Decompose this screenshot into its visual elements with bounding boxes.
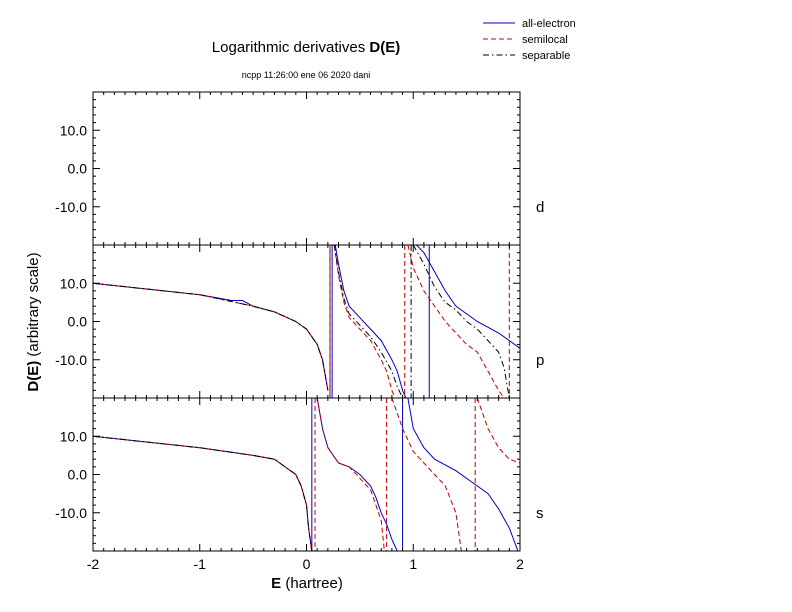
- xtick-label-3: 1: [409, 556, 417, 572]
- chart-title-text: Logarithmic derivatives: [212, 39, 370, 56]
- ytick-label-d-0: 10.0: [60, 122, 87, 138]
- series-s-all-electron-seg1: [316, 398, 398, 551]
- chart-subtitle: ncpp 11:26:00 ene 06 2020 dani: [242, 70, 370, 80]
- legend: all-electron semilocal separable: [483, 18, 576, 62]
- panel-s: 10.0 0.0 -10.0 s: [55, 397, 544, 552]
- x-axis-label-bold: E: [271, 575, 281, 592]
- series-p-semilocal-seg0: [93, 282, 329, 391]
- series-s-separable-seg0: [93, 435, 313, 551]
- ytick-label-p-1: 0.0: [68, 314, 88, 330]
- series-p-separable-seg0: [93, 282, 329, 391]
- chart-title-bold: D(E): [369, 39, 400, 56]
- ytick-label-s-2: -10.0: [55, 505, 87, 521]
- series-s-semilocal-seg3: [476, 398, 520, 464]
- panel-p-frame: [92, 244, 521, 399]
- x-axis-label: E (hartree): [271, 575, 343, 592]
- y-axis-label-rest: (arbitrary scale): [25, 252, 42, 360]
- panel-d: 10.0 0.0 -10.0 d: [55, 91, 544, 246]
- ytick-label-s-1: 0.0: [68, 467, 88, 483]
- ytick-label-s-0: 10.0: [60, 428, 87, 444]
- series-p-all-electron-seg2: [416, 245, 520, 349]
- series-p-semilocal-seg2: [407, 245, 505, 398]
- series-p-all-electron-seg0: [93, 282, 329, 391]
- series-s-semilocal-seg2: [391, 398, 462, 551]
- xtick-label-0: -2: [87, 556, 100, 572]
- y-axis-label-bold: D(E): [25, 361, 42, 392]
- series-s-all-electron-seg0: [93, 435, 313, 551]
- xtick-label-4: 2: [516, 556, 524, 572]
- panel-p: 10.0 0.0 -10.0 p: [55, 244, 544, 399]
- panel-s-data: [93, 398, 520, 551]
- series-s-semilocal-seg0: [93, 435, 313, 551]
- chart-title: Logarithmic derivatives D(E): [212, 39, 400, 56]
- ytick-label-p-2: -10.0: [55, 352, 87, 368]
- legend-label-separable: separable: [522, 50, 570, 62]
- series-s-all-electron-seg2: [407, 398, 519, 551]
- panel-s-frame: [92, 397, 521, 552]
- y-axis-label: D(E) (arbitrary scale): [25, 252, 42, 391]
- ytick-label-d-2: -10.0: [55, 199, 87, 215]
- panel-label-p: p: [536, 352, 544, 369]
- series-p-separable-seg1: [333, 245, 404, 398]
- xtick-label-1: -1: [194, 556, 207, 572]
- panel-label-d: d: [536, 199, 544, 216]
- xtick-label-2: 0: [303, 556, 311, 572]
- plot-area: 10.0 0.0 -10.0 d 10.0 0.0 -10.0 p 10.0 0.0 -10.0 s -…: [55, 91, 544, 572]
- ytick-label-p-0: 10.0: [60, 275, 87, 291]
- x-axis-label-rest: (hartree): [281, 575, 343, 592]
- panel-label-s: s: [536, 505, 544, 522]
- panel-p-data: [93, 245, 520, 398]
- legend-label-semilocal: semilocal: [522, 34, 568, 46]
- legend-label-all-electron: all-electron: [522, 18, 576, 30]
- series-p-separable-seg2: [412, 245, 510, 398]
- series-p-all-electron-seg1: [334, 245, 407, 398]
- panel-d-frame: [92, 91, 521, 246]
- ytick-label-d-1: 0.0: [68, 161, 88, 177]
- series-s-semilocal-seg1: [316, 398, 385, 551]
- series-p-semilocal-seg1: [333, 245, 396, 398]
